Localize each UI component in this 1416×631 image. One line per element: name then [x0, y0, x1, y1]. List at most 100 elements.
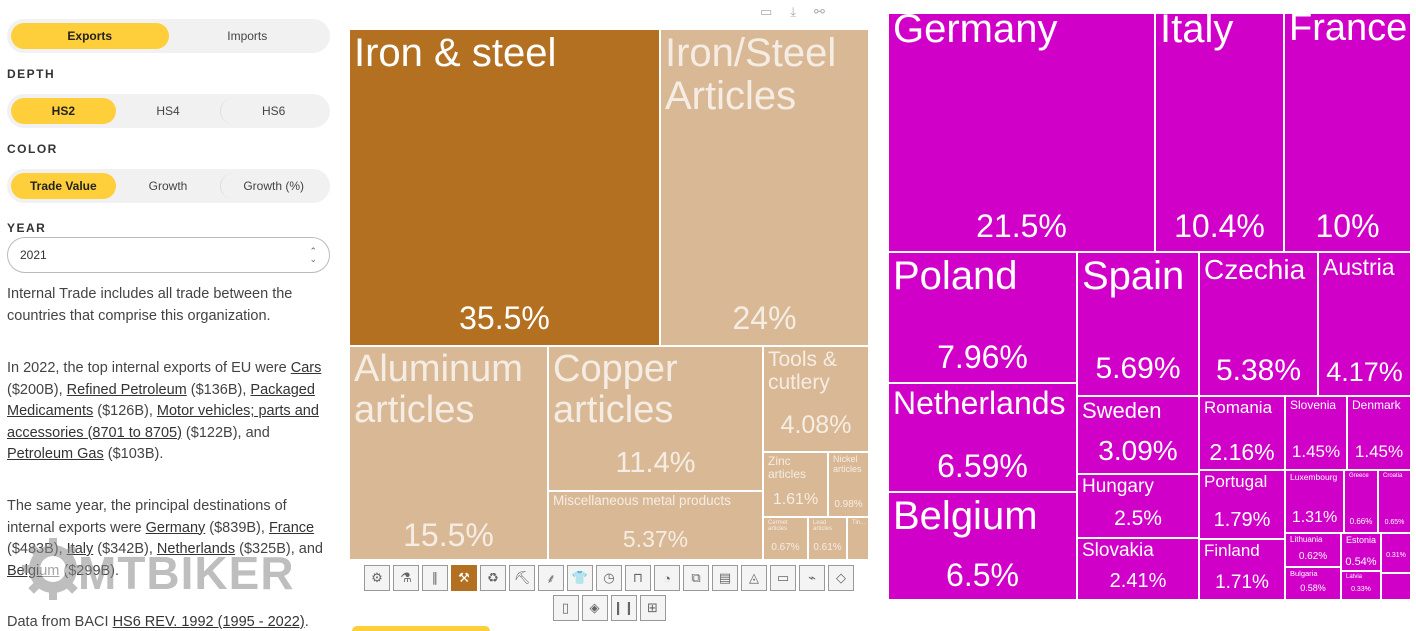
treemap-cell-nickel-articles[interactable]: Nickel articles 0.98% — [828, 452, 869, 517]
mining-icon[interactable]: ⛏ — [509, 565, 535, 591]
treemap-cell-small-country[interactable]: 0.31% — [1381, 533, 1411, 573]
agriculture-icon[interactable]: ⸙ — [538, 565, 564, 591]
treemap-cell-czechia[interactable]: Czechia 5.38% — [1199, 252, 1318, 396]
paper-icon[interactable]: ▤ — [712, 565, 738, 591]
exports-option[interactable]: Exports — [11, 23, 169, 49]
year-select[interactable]: 2021 ⌃ ⌄ — [7, 237, 330, 273]
treemap-cell-bulgaria[interactable]: Bulgaria 0.58% — [1285, 567, 1341, 600]
cell-label: Lead articles — [813, 520, 833, 533]
link-cars[interactable]: Cars — [290, 360, 322, 376]
treemap-cell-portugal[interactable]: Portugal 1.79% — [1199, 470, 1285, 539]
treemap-cell-lithuania[interactable]: Lithuania 0.62% — [1285, 533, 1341, 567]
chemicals-icon[interactable]: ⚗ — [393, 565, 419, 591]
cell-share: 11.4% — [615, 447, 696, 479]
link-petroleum-gas[interactable]: Petroleum Gas — [7, 446, 104, 462]
motor-value: ($122B), and — [181, 424, 270, 441]
plastics-icon[interactable]: ▭ — [770, 565, 796, 591]
apparel-icon[interactable]: 👕 — [567, 565, 593, 591]
germany-value: ($839B), — [205, 519, 269, 536]
cell-share: 35.5% — [459, 300, 550, 336]
cell-share: 7.96% — [937, 339, 1028, 375]
download-icon[interactable]: ⤓ — [790, 4, 797, 19]
depth-option-hs4[interactable]: HS4 — [156, 104, 180, 118]
color-option-trade-value[interactable]: Trade Value — [11, 173, 116, 199]
color-option-growth[interactable]: Growth — [148, 179, 188, 193]
treemap-cell-germany[interactable]: Germany 21.5% — [888, 13, 1155, 252]
cell-share: 5.37% — [622, 526, 689, 552]
share-icon[interactable]: ⚯ — [814, 4, 825, 19]
treemap-cell-other-tiny[interactable] — [1381, 573, 1411, 600]
treemap-cell-zinc-articles[interactable]: Zinc articles 1.61% — [763, 452, 828, 517]
treemap-cell-luxembourg[interactable]: Luxembourg 1.31% — [1285, 470, 1344, 533]
treemap-cell-belgium[interactable]: Belgium 6.5% — [888, 492, 1077, 600]
cell-share: 1.71% — [1215, 572, 1269, 593]
recycling-icon[interactable]: ♻ — [480, 565, 506, 591]
cell-share: 5.38% — [1215, 354, 1302, 387]
cell-share: 2.41% — [1109, 570, 1167, 592]
treemap-cell-slovakia[interactable]: Slovakia 2.41% — [1077, 538, 1199, 600]
treemap-cell-finland[interactable]: Finland 1.71% — [1199, 539, 1285, 600]
link-france[interactable]: France — [268, 519, 315, 536]
cell-share: 0.62% — [1298, 551, 1328, 562]
color-option-growth-pct[interactable]: Growth (%) — [220, 173, 326, 199]
machines-icon[interactable]: ⚙ — [364, 565, 390, 591]
treemap-cell-tin-articles[interactable]: Tin... — [847, 517, 869, 560]
partial-yellow-button[interactable] — [352, 626, 490, 631]
minerals-icon[interactable]: ◬ — [741, 565, 767, 591]
link-germany[interactable]: Germany — [145, 519, 206, 536]
treemap-cell-austria[interactable]: Austria 4.17% — [1318, 252, 1411, 396]
imports-option[interactable]: Imports — [227, 29, 268, 43]
treemap-cell-croatia[interactable]: Croatia 0.65% — [1378, 470, 1411, 533]
treemap-cell-copper-articles[interactable]: Copper articles 11.4% — [548, 346, 763, 491]
treemap-cell-misc-metal-products[interactable]: Miscellaneous metal products 5.37% — [548, 491, 763, 560]
meds-value: ($126B), — [93, 403, 157, 419]
treemap-cell-spain[interactable]: Spain 5.69% — [1077, 252, 1199, 396]
link-hs6-rev[interactable]: HS6 REV. 1992 (1995 - 2022) — [112, 614, 305, 630]
treemap-cell-italy[interactable]: Italy 10.4% — [1155, 13, 1284, 252]
metals-icon[interactable]: ⚒ — [451, 565, 477, 591]
vehicles-icon[interactable]: ▯ — [552, 595, 579, 621]
textiles-icon[interactable]: ∥ — [422, 565, 448, 591]
animals-icon[interactable]: ⊓ — [625, 565, 651, 591]
arms-icon[interactable]: ❙❙ — [610, 595, 637, 621]
wood-icon[interactable]: ⧉ — [683, 565, 709, 591]
treemap-cell-greece[interactable]: Greece 0.66% — [1344, 470, 1378, 533]
treemap-cell-latvia[interactable]: Latvia 0.33% — [1341, 571, 1381, 600]
treemap-cell-sweden[interactable]: Sweden 3.09% — [1077, 396, 1199, 474]
treemap-cell-slovenia[interactable]: Slovenia 1.45% — [1285, 396, 1347, 470]
footwear-icon[interactable]: ⌁ — [799, 565, 825, 591]
cell-share: 5.69% — [1095, 352, 1181, 385]
link-packaged-medicaments[interactable]: Packaged Medicaments — [7, 381, 315, 420]
treemap-cell-iron-steel[interactable]: Iron & steel 35.5% — [349, 29, 660, 346]
table-icon[interactable]: ▭ — [760, 4, 773, 19]
cell-label: Hungary — [1082, 476, 1154, 497]
italy-value: ($342B), — [93, 541, 157, 557]
treemap-cell-poland[interactable]: Poland 7.96% — [888, 252, 1077, 383]
treemap-cell-romania[interactable]: Romania 2.16% — [1199, 396, 1285, 470]
treemap-cell-cermet-articles[interactable]: Cermet articles 0.67% — [763, 517, 808, 560]
link-refined-petroleum[interactable]: Refined Petroleum — [66, 381, 187, 398]
animal-hides-icon[interactable]: ◈ — [581, 595, 608, 621]
depth-option-hs6[interactable]: HS6 — [220, 98, 326, 124]
treemap-cell-denmark[interactable]: Denmark 1.45% — [1347, 396, 1411, 470]
cell-label: France — [1289, 13, 1408, 49]
cell-share: 4.17% — [1326, 357, 1403, 387]
treemap-cell-estonia[interactable]: Estonia 0.54% — [1341, 533, 1381, 571]
treemap-cell-iron-steel-articles[interactable]: Iron/Steel Articles 24% — [660, 29, 869, 346]
treemap-cell-tools-cutlery[interactable]: Tools & cutlery 4.08% — [763, 346, 869, 452]
link-netherlands[interactable]: Netherlands — [156, 541, 236, 557]
depth-option-hs2[interactable]: HS2 — [11, 98, 116, 124]
foodstuffs-icon[interactable]: ◷ — [596, 565, 622, 591]
sector-icon-row-1: ⚙ ⚗ ∥ ⚒ ♻ ⛏ ⸙ 👕 ◷ ⊓ ◔ ⧉ ▤ ◬ ▭ ⌁ ◇ — [354, 565, 864, 591]
furniture-icon[interactable]: ⊞ — [639, 595, 666, 621]
cell-label: Finland — [1204, 541, 1260, 560]
link-motor-vehicles[interactable]: Motor vehicles; parts and accessories (8… — [7, 403, 319, 441]
treemap-cell-france[interactable]: France 10% — [1284, 13, 1411, 252]
treemap-cell-aluminum-articles[interactable]: Aluminum articles 15.5% — [349, 346, 548, 560]
precious-metals-icon[interactable]: ◇ — [828, 565, 854, 591]
treemap-cell-hungary[interactable]: Hungary 2.5% — [1077, 474, 1199, 538]
treemap-cell-lead-articles[interactable]: Lead articles 0.61% — [808, 517, 847, 560]
instruments-icon[interactable]: ◔ — [654, 565, 680, 591]
cell-label: Bulgaria — [1290, 569, 1318, 578]
treemap-cell-netherlands[interactable]: Netherlands 6.59% — [888, 383, 1077, 492]
